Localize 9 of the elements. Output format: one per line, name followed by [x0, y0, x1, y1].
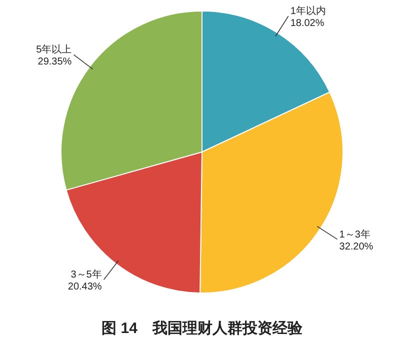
data-label: 29.35%: [38, 56, 72, 68]
data-label: 18.02%: [290, 18, 324, 30]
text: 图 14 我国理财人群投资经验: [102, 320, 304, 337]
slice-label: 5年以上: [36, 44, 72, 56]
slice-label: 3～5年: [70, 268, 102, 281]
data-label: 20.43%: [68, 282, 102, 293]
slice-label: 1～3年: [339, 228, 370, 240]
data-label: 32.20%: [339, 241, 374, 252]
slice-label: 1年以内: [290, 5, 326, 18]
